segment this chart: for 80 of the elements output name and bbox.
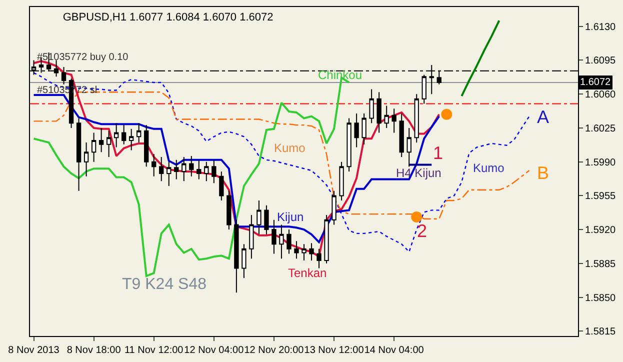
candlestick <box>302 244 306 262</box>
candlestick <box>392 108 396 134</box>
candlestick <box>362 112 366 145</box>
candlestick <box>91 132 96 162</box>
y-tick-label: 1.6130 <box>585 22 616 33</box>
candlestick <box>204 161 209 182</box>
y-tick-label: 1.5850 <box>585 292 616 304</box>
ref-line-label: 1.6072 <box>580 77 612 88</box>
candlestick <box>242 244 246 278</box>
annotation: T9 K24 S48 <box>122 276 207 293</box>
candlestick <box>376 92 382 134</box>
y-tick-label: 1.5815 <box>585 326 616 338</box>
candlestick <box>174 159 179 180</box>
candlestick <box>76 118 82 192</box>
candlestick <box>422 74 426 104</box>
y-tick-label: 1.6060 <box>585 90 616 101</box>
annotation: Kumo <box>473 161 505 175</box>
annotation: Chinkou <box>318 68 362 82</box>
candlestick <box>114 122 119 148</box>
candlestick <box>152 154 156 177</box>
x-tick-label: 8 Nov 18:00 <box>66 345 122 356</box>
candlestick <box>399 112 404 158</box>
candlestick <box>279 224 284 260</box>
x-tick-label: 12 Nov 04:00 <box>184 345 244 356</box>
candlestick <box>166 161 172 187</box>
y-tick-label: 1.5990 <box>585 157 616 168</box>
x-tick-label: 14 Nov 04:00 <box>364 345 424 356</box>
candlestick <box>256 200 262 235</box>
candlestick <box>234 219 239 293</box>
candlestick <box>369 88 374 124</box>
candlestick <box>106 130 112 158</box>
candlestick <box>212 159 216 184</box>
x-tick-label: 12 Nov 20:00 <box>244 345 304 356</box>
y-tick-label: 1.5920 <box>585 225 616 236</box>
line-series <box>32 94 440 244</box>
y-tick-label: 1.6025 <box>585 123 616 134</box>
annotation: Kumo <box>274 141 306 155</box>
candlestick <box>159 156 164 182</box>
line-series <box>460 20 500 98</box>
y-tick-label: 1.5955 <box>585 191 616 202</box>
annotation: B <box>537 163 550 183</box>
annotation: H4 Kijun <box>396 166 442 180</box>
candlestick <box>84 142 89 177</box>
candlestick <box>122 124 126 145</box>
candlestick <box>286 229 292 254</box>
annotation: 1 <box>433 143 444 163</box>
line-series <box>33 72 530 252</box>
candlestick <box>264 204 269 235</box>
candlestick <box>316 248 322 269</box>
x-tick-label: 11 Nov 12:00 <box>124 345 184 356</box>
chart-title: GBPUSD,H1 1.6077 1.6084 1.6070 1.6072 <box>62 11 274 24</box>
candlestick <box>219 171 224 202</box>
candlestick <box>332 190 336 226</box>
candlestick <box>136 122 142 143</box>
y-tick-label: 1.6095 <box>585 56 616 67</box>
x-tick-label: 8 Nov 2013 <box>8 345 60 356</box>
candlestick <box>384 105 389 128</box>
annotation: Tenkan <box>288 266 327 280</box>
annotation: Kijun <box>277 210 304 224</box>
x-tick-label: 13 Nov 12:00 <box>304 345 364 356</box>
candlestick <box>272 219 276 254</box>
candlestick <box>339 161 344 202</box>
candlestick <box>129 128 134 151</box>
annotation: A <box>537 107 550 127</box>
candlestick <box>309 242 314 262</box>
y-tick-label: 1.5885 <box>585 258 616 270</box>
candlestick <box>98 127 104 153</box>
candlestick <box>346 118 352 172</box>
candlestick <box>226 190 232 230</box>
candlestick <box>294 240 299 260</box>
candlestick <box>182 156 186 182</box>
annotation: 2 <box>417 221 428 241</box>
candlestick <box>414 94 419 143</box>
candlestick <box>406 127 412 168</box>
candlestick <box>324 214 329 264</box>
candlestick <box>354 112 359 148</box>
candlestick <box>189 156 194 177</box>
candlestick <box>144 124 149 168</box>
candlestick <box>249 214 254 260</box>
candlestick <box>196 159 202 180</box>
